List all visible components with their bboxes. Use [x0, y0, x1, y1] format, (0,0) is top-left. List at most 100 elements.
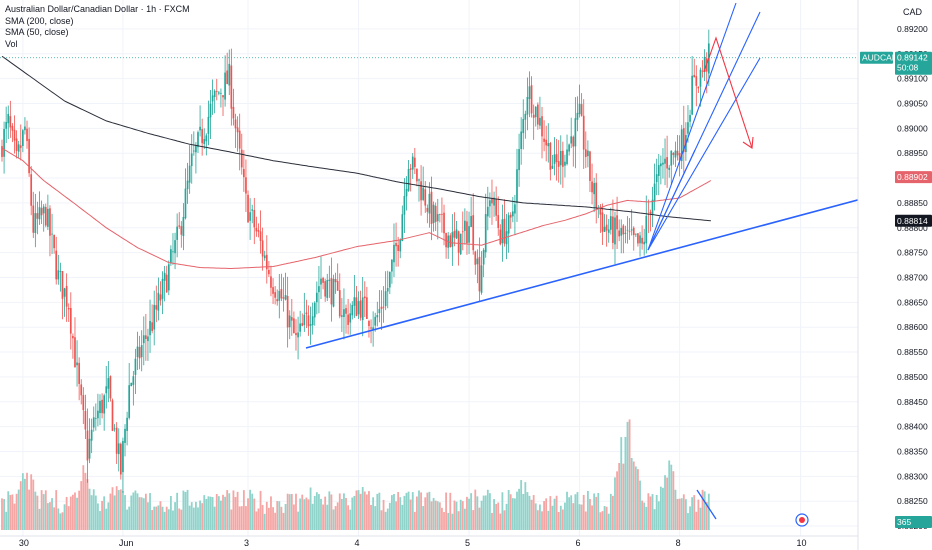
price-tick: 0.88800 [897, 223, 928, 233]
volume-bar [639, 480, 641, 530]
candle [109, 375, 112, 402]
time-tick: 3 [244, 538, 249, 548]
candle [38, 191, 41, 225]
candle [251, 204, 254, 224]
volume-bar [699, 507, 702, 530]
candle [428, 182, 431, 228]
volume-bar [593, 493, 596, 530]
symbol-title[interactable]: Australian Dollar/Canadian Dollar · 1h ·… [5, 4, 190, 14]
candle [151, 304, 153, 334]
candle [691, 56, 693, 116]
candle [76, 340, 78, 387]
volume-bar [505, 503, 508, 530]
candle-body [384, 291, 387, 307]
candle [388, 271, 391, 295]
sma50-legend[interactable]: SMA (50, close) [5, 27, 69, 37]
volume-bar [103, 496, 106, 530]
candle-body [493, 197, 495, 206]
candle [57, 254, 60, 285]
volume-bar [132, 492, 135, 530]
volume-bar [345, 497, 347, 530]
volume-bar [614, 477, 616, 530]
candle-body [428, 193, 431, 214]
price-tick: 0.89050 [897, 98, 928, 108]
candle [184, 168, 187, 220]
volume-legend[interactable]: Vol [5, 38, 18, 49]
candle-body [69, 307, 72, 334]
candle-body [666, 157, 668, 169]
candle [403, 178, 406, 234]
candle-body [155, 305, 158, 310]
candle-body [259, 231, 262, 241]
volume-bar [94, 495, 97, 530]
candle-body [311, 316, 314, 326]
volume-bar [169, 496, 172, 530]
volume-bar [541, 511, 543, 530]
candle [111, 398, 114, 432]
candle [357, 291, 360, 320]
candle-body [72, 335, 74, 339]
candle-body [445, 232, 447, 248]
candle [92, 406, 95, 432]
candle-body [499, 229, 502, 245]
volume-bar [680, 498, 683, 530]
volume-bar [662, 487, 664, 530]
candle-body [303, 314, 306, 326]
candle-body [432, 204, 435, 224]
volume-bar [130, 495, 133, 530]
candle [301, 313, 304, 327]
candle [668, 164, 671, 178]
candle-body [495, 199, 497, 216]
candle [99, 394, 101, 426]
candle-body [61, 271, 64, 299]
sma200-legend[interactable]: SMA (200, close) [5, 15, 74, 26]
candle-body [257, 230, 260, 232]
candle [391, 259, 393, 284]
candle-body [622, 225, 625, 235]
volume-bar [632, 461, 635, 530]
candle-body [553, 154, 556, 164]
candle-body [243, 169, 245, 178]
candle [247, 190, 249, 223]
volume-bar [97, 503, 99, 530]
candle-body [501, 219, 504, 244]
volume-bar [549, 496, 552, 530]
candle-body [53, 234, 55, 249]
candle-body [691, 75, 693, 115]
volume-bar [238, 506, 241, 530]
candle [470, 196, 472, 228]
candle-body [595, 182, 598, 209]
candle [230, 48, 233, 126]
candle-body [5, 121, 8, 129]
time-axis: 30 Jun 3 4 5 6 8 10 [0, 513, 858, 548]
candle-body [232, 106, 235, 119]
candle-body [249, 212, 251, 221]
candle [591, 163, 593, 205]
volume-bar [11, 494, 14, 530]
candle [318, 266, 320, 314]
candle [42, 204, 45, 232]
volume-bar [315, 492, 318, 530]
candle [397, 236, 399, 267]
volume-bar [284, 503, 287, 530]
event-icon-dot [799, 517, 805, 523]
symbol-tag-text: AUDCAD [862, 53, 898, 63]
volume-bar [126, 509, 128, 530]
candle [22, 128, 24, 153]
candle-body [564, 161, 566, 166]
candle-body [3, 128, 5, 157]
candle [499, 224, 502, 246]
volume-bar [591, 505, 593, 530]
candle-body [199, 126, 201, 131]
candle-body [172, 251, 174, 253]
volume-bar [645, 506, 648, 530]
candle-body [128, 385, 131, 418]
candle [255, 216, 258, 237]
candle [593, 177, 595, 213]
candle-body [672, 152, 675, 155]
candle [74, 317, 76, 368]
candle [451, 214, 454, 266]
candle [88, 418, 91, 464]
volume-bar [232, 490, 235, 530]
